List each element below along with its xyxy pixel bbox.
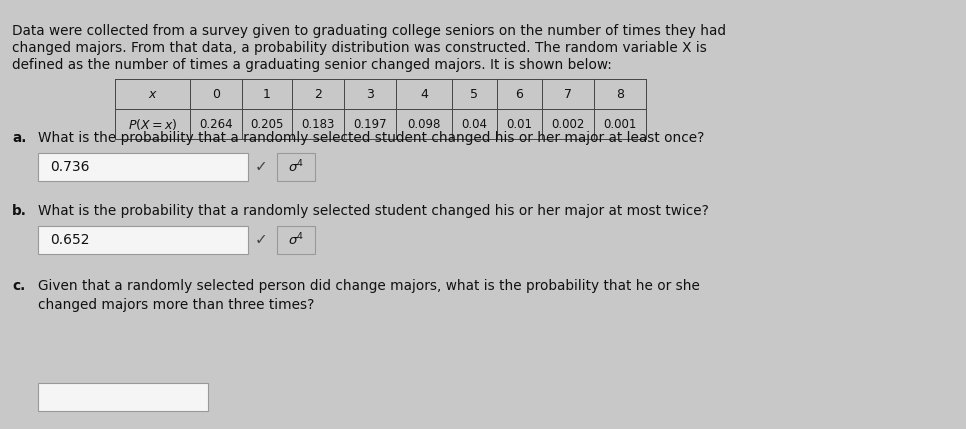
Text: 4: 4 bbox=[420, 88, 428, 100]
Text: 6: 6 bbox=[516, 88, 524, 100]
Text: ✓: ✓ bbox=[255, 159, 268, 174]
Text: ✓: ✓ bbox=[255, 232, 268, 247]
Text: defined as the number of times a graduating senior changed majors. It is shown b: defined as the number of times a graduat… bbox=[12, 58, 611, 72]
Text: 0.001: 0.001 bbox=[604, 118, 637, 130]
Text: 0.736: 0.736 bbox=[50, 160, 90, 174]
Text: a.: a. bbox=[12, 131, 26, 145]
Text: 5: 5 bbox=[470, 88, 478, 100]
Text: Data were collected from a survey given to graduating college seniors on the num: Data were collected from a survey given … bbox=[12, 24, 726, 38]
Text: 0.04: 0.04 bbox=[462, 118, 488, 130]
Text: 0.264: 0.264 bbox=[199, 118, 233, 130]
Text: c.: c. bbox=[12, 279, 25, 293]
Text: 0.183: 0.183 bbox=[301, 118, 334, 130]
Text: b.: b. bbox=[12, 204, 27, 218]
Text: 3: 3 bbox=[366, 88, 374, 100]
Text: 0.652: 0.652 bbox=[50, 233, 90, 247]
Text: 8: 8 bbox=[616, 88, 624, 100]
Text: 0.205: 0.205 bbox=[250, 118, 284, 130]
Text: Given that a randomly selected person did change majors, what is the probability: Given that a randomly selected person di… bbox=[38, 279, 700, 293]
FancyBboxPatch shape bbox=[277, 152, 315, 181]
Text: 0.098: 0.098 bbox=[408, 118, 440, 130]
FancyBboxPatch shape bbox=[38, 383, 208, 411]
FancyBboxPatch shape bbox=[38, 226, 248, 254]
Text: $\sigma^4$: $\sigma^4$ bbox=[288, 158, 304, 175]
FancyBboxPatch shape bbox=[38, 152, 248, 181]
Text: 7: 7 bbox=[564, 88, 572, 100]
Text: 0.197: 0.197 bbox=[354, 118, 386, 130]
Text: x: x bbox=[149, 88, 156, 100]
Text: $P(X=x)$: $P(X=x)$ bbox=[128, 117, 178, 132]
Text: changed majors more than three times?: changed majors more than three times? bbox=[38, 299, 314, 312]
Text: changed majors. From that data, a probability distribution was constructed. The : changed majors. From that data, a probab… bbox=[12, 41, 707, 55]
FancyBboxPatch shape bbox=[277, 226, 315, 254]
Text: 1: 1 bbox=[263, 88, 270, 100]
Text: $\sigma^4$: $\sigma^4$ bbox=[288, 232, 304, 248]
Text: 0: 0 bbox=[212, 88, 220, 100]
Text: 2: 2 bbox=[314, 88, 322, 100]
Text: 0.002: 0.002 bbox=[552, 118, 584, 130]
Text: What is the probability that a randomly selected student changed his or her majo: What is the probability that a randomly … bbox=[38, 131, 704, 145]
Text: What is the probability that a randomly selected student changed his or her majo: What is the probability that a randomly … bbox=[38, 204, 709, 218]
Text: 0.01: 0.01 bbox=[506, 118, 532, 130]
